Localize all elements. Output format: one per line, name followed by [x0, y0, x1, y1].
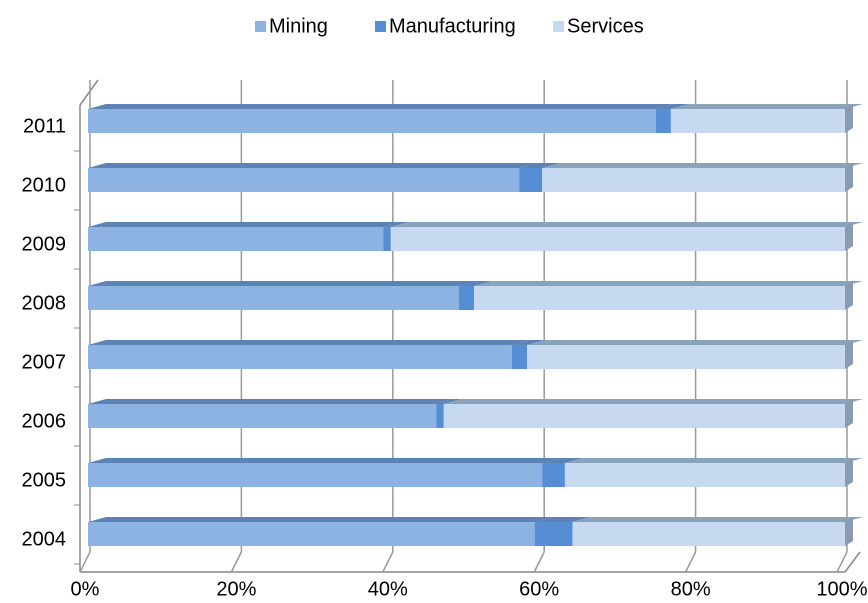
axis-line	[844, 551, 861, 573]
bar	[390, 227, 845, 251]
bar	[542, 463, 565, 487]
x-tick-label: 0%	[71, 578, 100, 600]
legend-label: Manufacturing	[389, 15, 516, 37]
bar-side	[845, 340, 853, 369]
bar	[436, 404, 444, 428]
legend-swatch	[553, 21, 564, 32]
bar-top	[542, 163, 863, 168]
tick-mark	[836, 551, 848, 573]
bar-side	[845, 281, 853, 310]
bar-top	[383, 222, 409, 227]
bar-top	[88, 517, 553, 522]
bar	[527, 345, 845, 369]
bar-top	[88, 104, 674, 109]
axis-line	[79, 79, 99, 106]
x-tick-label: 80%	[671, 578, 711, 600]
tick-mark	[684, 551, 697, 573]
bar	[534, 522, 573, 546]
bar-side	[845, 458, 853, 487]
bar	[88, 463, 543, 487]
x-tick-label: 20%	[216, 578, 256, 600]
bar-top	[511, 340, 546, 345]
x-tick-label: 60%	[519, 578, 559, 600]
bar-top	[88, 222, 402, 227]
bar	[88, 345, 512, 369]
tick-mark	[533, 551, 545, 573]
bar-top	[88, 399, 455, 404]
bar-top	[390, 222, 863, 227]
bar-side	[845, 104, 853, 133]
bar-side	[845, 163, 853, 192]
bar-side	[845, 399, 853, 428]
y-tick-label: 2011	[23, 115, 66, 137]
x-tick-label: 40%	[368, 578, 408, 600]
tick-mark	[79, 551, 91, 573]
bar	[88, 286, 459, 310]
bar	[572, 522, 845, 546]
y-tick-label: 2005	[22, 469, 67, 491]
y-tick-label: 2008	[22, 292, 67, 314]
bar	[88, 227, 384, 251]
legend-label: Services	[567, 15, 644, 37]
bar	[88, 404, 437, 428]
bar-side	[845, 517, 853, 546]
bar-top	[572, 517, 863, 522]
bar	[542, 168, 845, 192]
bar	[88, 168, 520, 192]
legend-label: Mining	[269, 15, 328, 37]
bar-top	[88, 458, 561, 463]
y-tick-label: 2004	[22, 528, 67, 550]
bar-top	[534, 517, 591, 522]
bar-top	[443, 399, 863, 404]
bar	[88, 109, 656, 133]
bar	[458, 286, 475, 310]
bar	[511, 345, 528, 369]
bar-top	[670, 104, 863, 109]
bar	[670, 109, 845, 133]
bar-top	[436, 399, 462, 404]
bar-top	[474, 281, 863, 286]
y-tick-label: 2009	[22, 233, 67, 255]
x-tick-label: 100%	[816, 578, 867, 600]
bar	[564, 463, 845, 487]
y-tick-label: 2010	[22, 174, 67, 196]
bar-top	[88, 281, 477, 286]
bar	[519, 168, 543, 192]
bar-top	[458, 281, 493, 286]
bar-top	[519, 163, 561, 168]
bar-top	[564, 458, 863, 463]
y-tick-label: 2006	[22, 410, 67, 432]
tick-mark	[382, 551, 394, 573]
bar	[474, 286, 845, 310]
bar-top	[542, 458, 583, 463]
y-tick-label: 2007	[22, 351, 67, 373]
bar-side	[845, 222, 853, 251]
bar	[443, 404, 845, 428]
bar-top	[88, 163, 538, 168]
bar-top	[88, 340, 530, 345]
legend-swatch	[255, 21, 266, 32]
bar	[655, 109, 671, 133]
bar-top	[527, 340, 863, 345]
bar	[88, 522, 535, 546]
bar-top	[655, 104, 689, 109]
tick-mark	[230, 551, 243, 573]
legend-swatch	[375, 21, 386, 32]
bar	[383, 227, 391, 251]
